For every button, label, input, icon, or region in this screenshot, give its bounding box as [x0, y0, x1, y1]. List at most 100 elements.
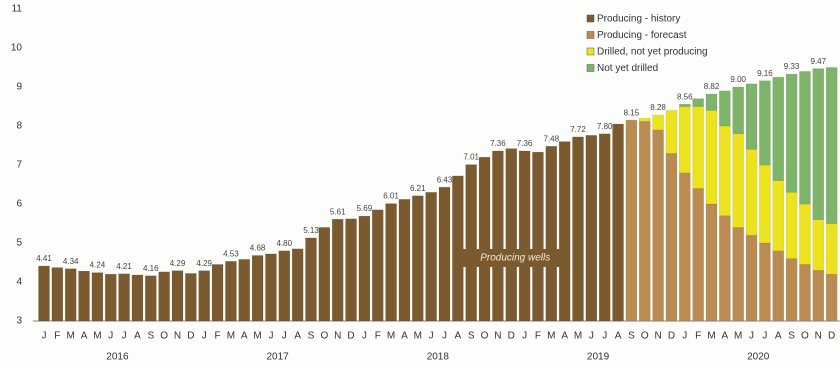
- x-tick-label: J: [749, 331, 754, 342]
- bar-segment: [785, 258, 798, 322]
- x-tick-label: N: [494, 331, 501, 342]
- bar-segment: [719, 215, 731, 322]
- x-tick-label: S: [628, 331, 635, 342]
- x-tick-label: M: [253, 331, 261, 342]
- x-tick-label: M: [574, 331, 582, 342]
- bar-segment: [78, 270, 90, 322]
- bar-segment: [51, 267, 64, 322]
- x-tick-label: S: [308, 331, 315, 342]
- bar-segment: [372, 209, 384, 322]
- bar-segment: [652, 129, 664, 322]
- bar-segment: [799, 264, 811, 322]
- legend-swatch: [586, 31, 595, 39]
- x-tick-label: J: [108, 331, 113, 342]
- value-label: 5.61: [330, 207, 346, 216]
- bar-segment: [679, 172, 691, 322]
- bar-segment: [532, 151, 544, 322]
- x-tick-label: O: [801, 331, 809, 342]
- value-label: 4.68: [250, 244, 266, 253]
- value-label: 4.41: [36, 254, 52, 263]
- bar-segment: [612, 123, 624, 322]
- bar-segment: [665, 153, 678, 322]
- bar-segment: [545, 146, 558, 322]
- year-label: 2020: [747, 352, 770, 363]
- bar-segment: [799, 203, 811, 265]
- bar-segment: [425, 192, 437, 322]
- x-tick-label: N: [174, 331, 181, 342]
- bar-segment: [692, 188, 704, 322]
- x-tick-label: O: [160, 331, 168, 342]
- value-label: 6.21: [410, 184, 426, 193]
- bar-segment: [131, 274, 144, 322]
- x-tick-label: J: [589, 331, 594, 342]
- x-tick-label: J: [362, 331, 367, 342]
- x-tick-label: A: [615, 331, 622, 342]
- value-label: 9.16: [757, 69, 773, 78]
- value-label: 4.29: [170, 259, 186, 268]
- x-tick-label: F: [214, 331, 220, 342]
- bar-segment: [465, 164, 477, 322]
- legend-label: Producing - forecast: [597, 30, 687, 41]
- x-tick-label: J: [602, 331, 607, 342]
- x-tick-label: A: [294, 331, 301, 342]
- legend-label: Not yet drilled: [597, 63, 658, 74]
- x-tick-label: D: [187, 331, 194, 342]
- x-tick-label: M: [707, 331, 715, 342]
- y-tick-label: 7: [16, 160, 22, 171]
- bar-segment: [772, 250, 784, 322]
- bar-segment: [38, 265, 50, 322]
- value-label: 7.80: [597, 122, 613, 131]
- x-tick-label: M: [414, 331, 422, 342]
- x-tick-label: M: [387, 331, 395, 342]
- value-label: 4.34: [63, 257, 79, 266]
- bar-segment: [692, 106, 704, 189]
- value-label: 5.13: [303, 226, 319, 235]
- value-label: 8.28: [650, 103, 666, 112]
- legend-swatch: [586, 47, 595, 56]
- bar-segment: [265, 253, 277, 322]
- x-tick-label: F: [54, 331, 60, 342]
- bar-segment: [772, 180, 784, 252]
- y-tick-label: 11: [12, 4, 23, 15]
- x-tick-label: D: [508, 331, 515, 342]
- bar-segment: [91, 272, 104, 322]
- bar-segment: [505, 148, 517, 322]
- bar-segment: [759, 164, 771, 244]
- legend-label: Producing - history: [597, 14, 680, 25]
- bar-segment: [812, 219, 825, 271]
- bar-segment: [278, 250, 291, 322]
- bar-segment: [185, 273, 197, 322]
- x-tick-label: S: [468, 331, 475, 342]
- bar-segment: [785, 73, 798, 193]
- bar-segment: [305, 237, 317, 322]
- bar-segment: [438, 186, 451, 322]
- x-tick-label: S: [147, 331, 154, 342]
- x-tick-label: A: [561, 331, 568, 342]
- x-tick-label: J: [429, 331, 434, 342]
- year-label: 2016: [106, 352, 129, 363]
- bar-segment: [812, 68, 825, 220]
- bar-segment: [225, 261, 237, 322]
- year-label: 2018: [427, 352, 450, 363]
- bar-segment: [759, 242, 771, 322]
- x-tick-label: N: [334, 331, 341, 342]
- bar-segment: [412, 195, 424, 322]
- x-tick-label: J: [42, 331, 47, 342]
- bar-segment: [318, 227, 331, 322]
- value-label: 4.29: [196, 259, 212, 268]
- bar-segment: [679, 103, 691, 107]
- bar-segment: [478, 156, 491, 322]
- bar-segment: [665, 110, 678, 154]
- x-tick-label: D: [347, 331, 354, 342]
- legend-swatch: [586, 14, 595, 23]
- x-tick-label: O: [641, 331, 649, 342]
- x-tick-label: J: [282, 331, 287, 342]
- bar-segment: [825, 67, 838, 224]
- bar-segment: [518, 150, 531, 322]
- bar-segment: [639, 117, 651, 122]
- x-tick-label: A: [401, 331, 408, 342]
- x-tick-label: S: [788, 331, 795, 342]
- bar-segment: [238, 259, 250, 322]
- bar-segment: [345, 218, 357, 322]
